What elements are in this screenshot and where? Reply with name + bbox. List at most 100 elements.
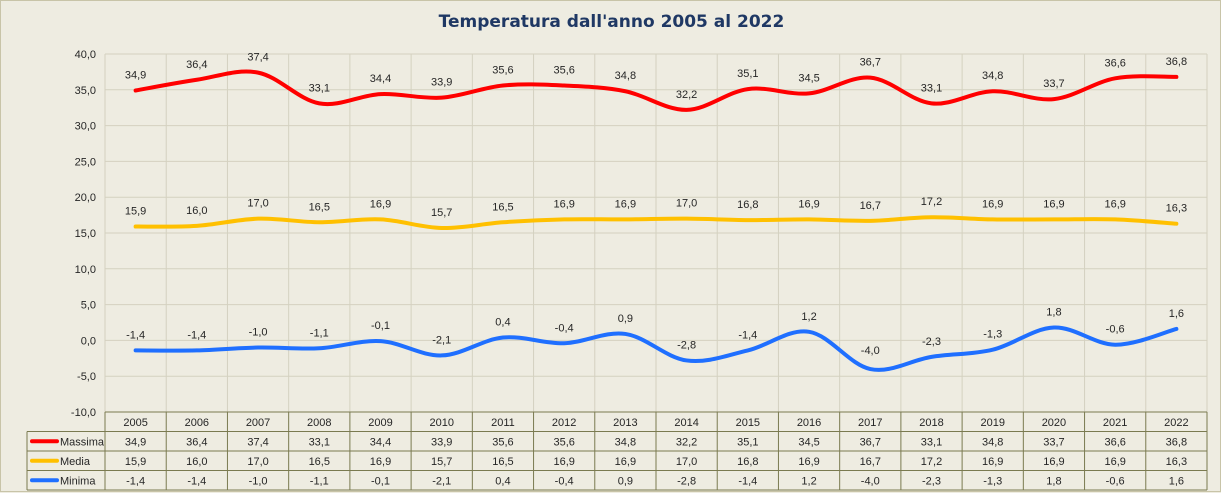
data-point bbox=[686, 359, 688, 361]
data-point bbox=[502, 221, 504, 223]
y-tick-label: 30,0 bbox=[75, 121, 96, 133]
data-point bbox=[931, 102, 932, 104]
data-label: 16,9 bbox=[1043, 198, 1064, 210]
data-point bbox=[1114, 77, 1116, 79]
data-point bbox=[196, 79, 198, 81]
table-cell: 34,4 bbox=[370, 437, 391, 449]
table-cell: 16,7 bbox=[860, 456, 881, 468]
x-tick-label: 2013 bbox=[613, 417, 637, 429]
table-cell: 16,9 bbox=[1043, 456, 1064, 468]
data-point bbox=[196, 225, 198, 227]
data-point bbox=[135, 349, 137, 351]
table-cell: 37,4 bbox=[247, 437, 268, 449]
y-tick-label: 25,0 bbox=[75, 156, 96, 168]
y-tick-label: -5,0 bbox=[77, 371, 96, 383]
data-point bbox=[563, 342, 565, 344]
data-label: 16,9 bbox=[553, 198, 574, 210]
data-point bbox=[686, 218, 688, 220]
data-label: 17,0 bbox=[676, 198, 697, 210]
data-point bbox=[380, 93, 381, 95]
table-cell: 34,9 bbox=[125, 437, 146, 449]
data-label: -1,1 bbox=[310, 327, 329, 339]
table-cell: 34,8 bbox=[615, 437, 636, 449]
data-label: 34,5 bbox=[798, 72, 819, 84]
data-point bbox=[135, 90, 137, 92]
table-cell: 17,0 bbox=[676, 456, 697, 468]
x-tick-label: 2005 bbox=[123, 417, 147, 429]
table-cell: 36,7 bbox=[860, 437, 881, 449]
data-label: 1,6 bbox=[1169, 308, 1184, 320]
table-cell: -0,4 bbox=[555, 476, 574, 488]
x-tick-label: 2018 bbox=[919, 417, 943, 429]
data-point bbox=[808, 92, 810, 94]
table-cell: -2,8 bbox=[677, 476, 696, 488]
data-label: 33,1 bbox=[309, 82, 330, 94]
data-label: 16,9 bbox=[615, 198, 636, 210]
data-label: 34,8 bbox=[982, 70, 1003, 82]
data-label: 15,7 bbox=[431, 207, 452, 219]
data-label: -1,0 bbox=[249, 327, 268, 339]
data-label: 35,1 bbox=[737, 68, 758, 80]
table-cell: 16,8 bbox=[737, 456, 758, 468]
data-point bbox=[196, 349, 198, 351]
data-point bbox=[318, 347, 320, 349]
table-cell: 36,6 bbox=[1104, 437, 1125, 449]
legend-label: Media bbox=[60, 456, 91, 468]
data-label: -1,3 bbox=[983, 329, 1002, 341]
table-cell: 17,0 bbox=[247, 456, 268, 468]
x-tick-label: 2014 bbox=[674, 417, 698, 429]
table-cell: 32,2 bbox=[676, 437, 697, 449]
data-point bbox=[502, 85, 504, 87]
table-cell: 16,9 bbox=[982, 456, 1003, 468]
data-point bbox=[1053, 218, 1055, 220]
data-point bbox=[686, 109, 688, 111]
data-label: 34,4 bbox=[370, 73, 391, 85]
data-point bbox=[931, 216, 932, 218]
data-point bbox=[869, 77, 871, 79]
y-tick-label: 40,0 bbox=[75, 49, 96, 61]
data-point bbox=[502, 337, 504, 339]
x-tick-label: 2019 bbox=[980, 417, 1004, 429]
data-label: 36,4 bbox=[186, 59, 207, 71]
y-tick-label: 35,0 bbox=[75, 85, 96, 97]
data-point bbox=[257, 347, 259, 349]
data-point bbox=[1175, 76, 1177, 78]
data-point bbox=[1114, 344, 1116, 346]
data-point bbox=[441, 227, 443, 229]
table-cell: 34,8 bbox=[982, 437, 1003, 449]
data-label: 16,9 bbox=[982, 198, 1003, 210]
data-point bbox=[931, 356, 932, 358]
data-label: 1,2 bbox=[801, 311, 816, 323]
data-point bbox=[1175, 328, 1177, 330]
table-cell: 16,9 bbox=[1104, 456, 1125, 468]
table-cell: -0,1 bbox=[371, 476, 390, 488]
data-label: -2,3 bbox=[922, 336, 941, 348]
data-point bbox=[441, 97, 443, 99]
y-tick-label: 0,0 bbox=[81, 335, 96, 347]
y-tick-label: 10,0 bbox=[75, 264, 96, 276]
data-point bbox=[747, 349, 749, 351]
x-tick-label: 2008 bbox=[307, 417, 331, 429]
data-label: 16,7 bbox=[860, 200, 881, 212]
data-label: 36,6 bbox=[1104, 57, 1125, 69]
data-point bbox=[1053, 98, 1055, 100]
data-label: 16,3 bbox=[1166, 203, 1187, 215]
data-label: 34,9 bbox=[125, 70, 146, 82]
data-point bbox=[747, 219, 749, 221]
y-tick-label: 15,0 bbox=[75, 228, 96, 240]
data-label: 16,9 bbox=[798, 198, 819, 210]
legend-label: Minima bbox=[60, 476, 96, 488]
table-cell: -1,4 bbox=[126, 476, 145, 488]
data-label: 36,7 bbox=[860, 57, 881, 69]
table-cell: 16,5 bbox=[309, 456, 330, 468]
table-cell: 0,4 bbox=[495, 476, 510, 488]
x-tick-label: 2016 bbox=[797, 417, 821, 429]
data-point bbox=[869, 368, 871, 370]
table-cell: -1,4 bbox=[738, 476, 757, 488]
data-label: -4,0 bbox=[861, 345, 880, 357]
table-cell: 35,6 bbox=[553, 437, 574, 449]
table-cell: -1,1 bbox=[310, 476, 329, 488]
data-label: -1,4 bbox=[187, 329, 206, 341]
x-tick-label: 2020 bbox=[1042, 417, 1066, 429]
